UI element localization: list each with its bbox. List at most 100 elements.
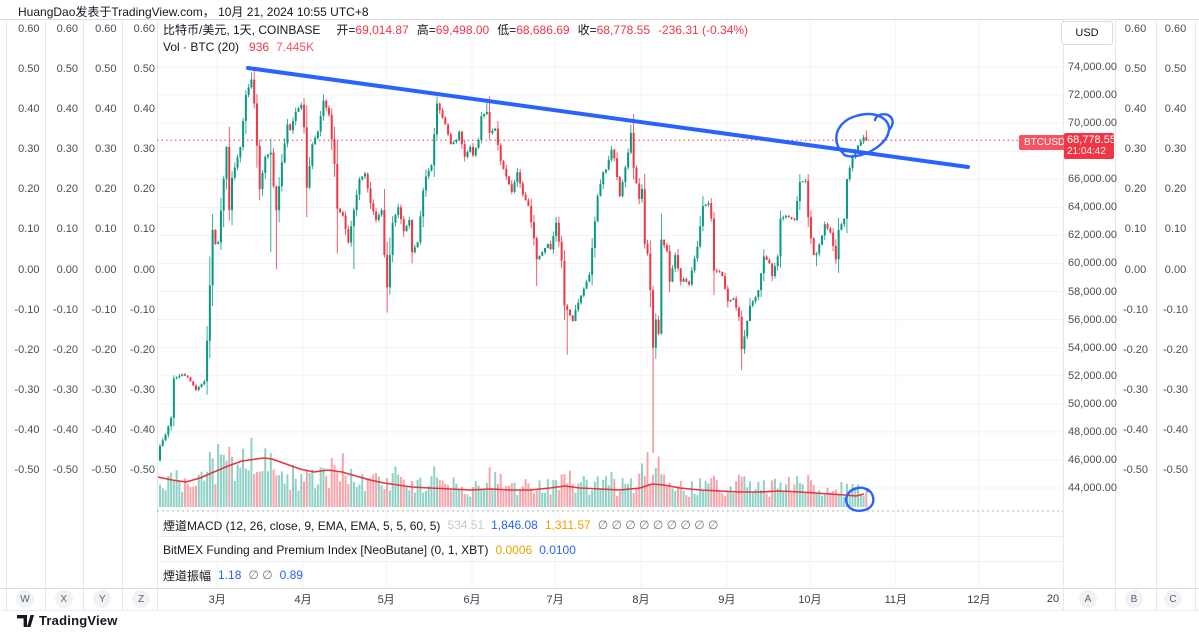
attribution-text: HuangDao发表于TradingView.com， 10月 21, 2024… [18,5,369,19]
scale-id-badge[interactable]: A [1079,590,1097,608]
indicator-legend-row[interactable]: 煙道MACD (12, 26, close, 9, EMA, EMA, 5, 5… [163,513,718,537]
scale-id-badge[interactable]: B [1125,590,1143,608]
scale-separator [83,19,84,610]
scale-separator [1115,19,1116,610]
hidden-plot-icons: ∅ ∅ [248,568,273,582]
scale-tick: -0.10 [91,303,117,316]
indicator-name[interactable]: BitMEX Funding and Premium Index [NeoBut… [163,543,489,557]
scale-tick: 0.60 [95,23,117,35]
time-axis-month-label: 3月 [208,594,226,606]
scale-tick: -0.50 [91,463,117,476]
scale-tick: -0.20 [52,343,78,356]
scale-tick: 0.00 [1164,263,1187,276]
scale-tick: -0.30 [129,383,155,396]
volume-legend[interactable]: Vol · BTC (20) 936 7.445K [163,38,314,55]
scale-tick: -0.10 [14,303,40,316]
price-tick: 60,000.00 [1068,257,1117,270]
scale-tick: 0.40 [1124,103,1147,116]
indicator-value: 1.18 [218,568,242,582]
scale-tick: 0.10 [18,223,40,236]
hidden-plot-icons: ∅ ∅ ∅ ∅ ∅ ∅ ∅ ∅ ∅ [597,518,719,532]
scale-tick: 0.20 [95,183,117,196]
scale-tick: -0.40 [91,423,117,436]
indicator-legend-row[interactable]: BitMEX Funding and Premium Index [NeoBut… [163,538,576,562]
scale-tick: 0.50 [56,63,78,76]
scale-tick: 0.60 [1164,23,1187,35]
top-divider [0,19,1199,20]
bar-countdown: 21:04:42 [1067,146,1106,157]
price-tick: 70,000.00 [1068,117,1117,130]
price-tick: 58,000.00 [1068,285,1117,298]
price-tick: 44,000.00 [1068,482,1117,494]
price-tick: 54,000.00 [1068,341,1117,354]
change-value: -236.31 (-0.34%) [658,22,749,37]
tradingview-logo[interactable]: TradingView [17,613,118,628]
ellipse-drawing-volume[interactable] [845,486,875,512]
scale-tick: -0.30 [91,383,117,396]
volume-legend-label[interactable]: Vol · BTC (20) [163,39,240,54]
scale-tick: 0.30 [1164,143,1187,156]
scale-tick: 0.00 [18,263,40,276]
ellipse-drawing-price[interactable] [835,112,894,158]
indicator-name[interactable]: 煙道振幅 [163,568,212,583]
scale-tick: 0.30 [18,143,40,156]
scale-tick: 0.40 [18,103,40,116]
indicator-value: 0.0006 [495,543,533,557]
scale-tick: -0.40 [129,423,155,436]
scale-tick: -0.10 [1162,303,1189,316]
scale-tick: 0.40 [95,103,117,116]
price-tick: 46,000.00 [1068,453,1117,466]
scale-tick: 0.00 [1124,263,1147,276]
scale-tick: -0.30 [52,383,78,396]
price-tick: 48,000.00 [1068,425,1117,438]
time-axis-month-label: 5月 [377,594,395,606]
scale-tick: 0.10 [95,223,117,236]
scale-id-badge[interactable]: W [16,590,34,608]
scale-tick: 0.20 [56,183,78,196]
indicator-value: 0.0100 [539,543,576,557]
ohlc-values: 开=69,014.87 高=69,498.00 低=68,686.69 收=68,77… [330,21,650,38]
scale-tick: 0.00 [56,263,78,276]
indicator-legend-row[interactable]: 煙道振幅 1.18 ∅ ∅ 0.89 [163,563,303,587]
scale-tick: 0.50 [1164,63,1187,76]
scale-tick: 0.50 [18,63,40,76]
symbol-price-label: BTCUSD [1019,135,1071,150]
scale-tick: 0.60 [56,23,78,35]
trendline-drawing[interactable] [246,66,970,169]
scale-tick: 0.50 [1124,63,1147,76]
ohlc-item: 开=69,014.87 [336,23,409,37]
scale-tick: 0.20 [1124,183,1147,196]
scale-tick: -0.20 [1162,343,1189,356]
scale-id-badge[interactable]: X [54,590,73,608]
price-tick: 50,000.00 [1068,397,1117,410]
indicator-value: 534.51 [447,518,485,532]
indicator-value: 0.89 [279,568,303,582]
price-tick: 52,000.00 [1068,369,1117,382]
tradingview-logo-text: TradingView [39,613,118,628]
scale-tick: -0.50 [129,463,155,476]
scale-tick: -0.30 [14,383,40,396]
indicator-name[interactable]: 煙道MACD (12, 26, close, 9, EMA, EMA, 5, 5… [163,518,441,533]
symbol-title[interactable]: 比特币/美元, 1天, COINBASE [163,23,321,37]
scale-id-badge[interactable]: C [1164,590,1182,608]
scale-tick: -0.50 [1162,463,1189,476]
indicator-value: 1,846.08 [491,518,538,532]
scale-id-badge[interactable]: Z [132,590,151,608]
volume-value: 936 [249,39,270,54]
toolbar-divider [0,610,1199,611]
scale-tick: -0.50 [52,463,78,476]
symbol-legend[interactable]: 比特币/美元, 1天, COINBASE 开=69,014.87 高=69,498… [163,21,748,38]
price-tick: 72,000.00 [1068,89,1117,102]
scale-tick: 0.10 [56,223,78,236]
candlestick-chart[interactable] [157,19,1063,588]
time-axis-month-label: 4月 [294,594,312,606]
time-axis-year-label: 20 [1046,593,1060,605]
scale-tick: 0.40 [56,103,78,116]
indicator-value: 1,311.57 [544,518,591,532]
scale-separator [1194,19,1196,610]
scale-tick: 0.30 [56,143,78,156]
scale-tick: -0.20 [129,343,155,356]
scale-id-badge[interactable]: Y [93,590,112,608]
currency-toggle-button[interactable]: USD [1061,21,1113,45]
scale-tick: -0.30 [1162,383,1189,396]
